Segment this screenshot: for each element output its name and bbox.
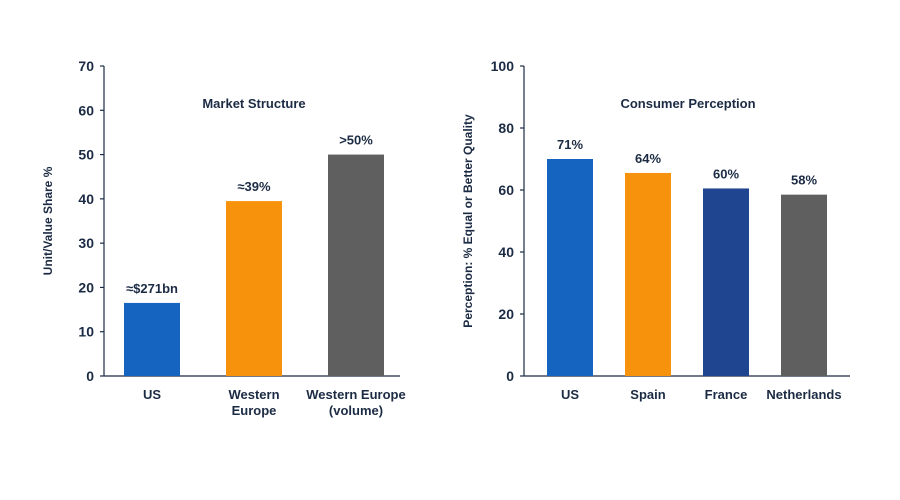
y-tick-label: 50 — [78, 147, 94, 163]
data-label: 60% — [713, 166, 739, 181]
x-category-label: US — [561, 387, 579, 402]
y-tick-label: 30 — [78, 235, 94, 251]
data-label: 71% — [557, 137, 583, 152]
x-category-label: Spain — [630, 387, 665, 402]
y-tick-label: 10 — [78, 324, 94, 340]
data-label: ≈39% — [237, 179, 271, 194]
bar — [328, 154, 384, 376]
x-category-label: US — [143, 387, 161, 402]
y-tick-label: 70 — [78, 58, 94, 74]
y-tick-label: 20 — [78, 279, 94, 295]
y-tick-label: 20 — [498, 306, 514, 322]
x-category-label: Western Europe — [306, 387, 405, 402]
bar — [625, 172, 671, 376]
y-tick-label: 80 — [498, 120, 514, 136]
bar — [124, 302, 180, 376]
data-label: 58% — [791, 173, 817, 188]
x-category-label: Europe — [232, 403, 277, 418]
bar — [226, 201, 282, 376]
bar — [781, 194, 827, 376]
y-tick-label: 40 — [498, 244, 514, 260]
chart-title: Consumer Perception — [620, 96, 755, 111]
bar — [703, 188, 749, 376]
y-tick-label: 100 — [491, 58, 515, 74]
y-tick-label: 40 — [78, 191, 94, 207]
data-label: ≈$271bn — [126, 281, 178, 296]
chart-title: Market Structure — [202, 96, 305, 111]
y-tick-label: 60 — [78, 102, 94, 118]
x-category-label: France — [705, 387, 748, 402]
bar — [547, 159, 593, 376]
data-label: 64% — [635, 151, 661, 166]
y-axis-label: Unit/Value Share % — [41, 166, 55, 275]
x-category-label: (volume) — [329, 403, 383, 418]
y-tick-label: 0 — [506, 368, 514, 384]
y-tick-label: 60 — [498, 182, 514, 198]
data-label: >50% — [339, 133, 373, 148]
x-category-label: Netherlands — [766, 387, 841, 402]
y-tick-label: 0 — [86, 368, 94, 384]
y-axis-label: Perception: % Equal or Better Quality — [461, 114, 475, 328]
x-category-label: Western — [228, 387, 279, 402]
